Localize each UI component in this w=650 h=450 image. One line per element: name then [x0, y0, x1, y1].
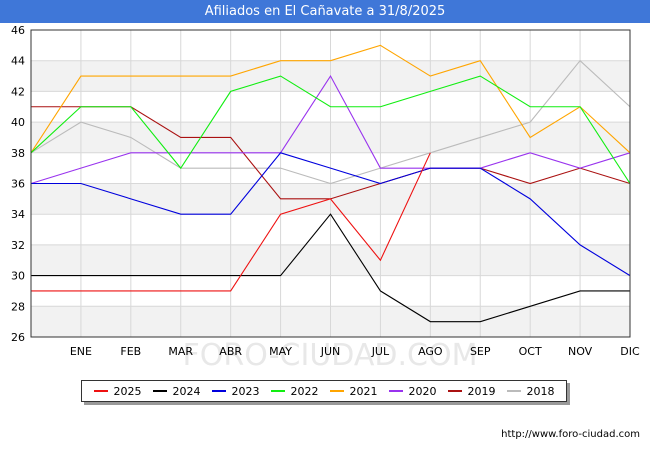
watermark: FORO-CIUDAD.COM — [183, 338, 478, 373]
source-credit: http://www.foro-ciudad.com — [501, 429, 640, 440]
x-tick-label: JUL — [371, 345, 390, 358]
x-tick-label: NOV — [568, 345, 593, 358]
legend-swatch — [93, 390, 108, 392]
legend-label: 2022 — [290, 384, 319, 398]
x-tick-label: DIC — [620, 345, 640, 358]
legend-swatch — [329, 390, 344, 392]
legend-swatch — [270, 390, 285, 392]
y-tick-label: 28 — [11, 300, 25, 313]
series-line-2018 — [30, 59, 631, 185]
legend-item-2019: 2019 — [447, 384, 496, 398]
x-tick-label: OCT — [519, 345, 542, 358]
legend-label: 2018 — [526, 384, 555, 398]
y-tick-label: 42 — [11, 85, 25, 98]
y-tick-label: 36 — [11, 178, 25, 191]
legend-item-2024: 2024 — [152, 384, 201, 398]
legend-swatch — [447, 390, 462, 392]
series-line-2022 — [30, 75, 631, 184]
chart-title: Afiliados en El Cañavate a 31/8/2025 — [0, 0, 650, 23]
y-tick-label: 30 — [11, 270, 25, 283]
series-line-2023 — [31, 152, 631, 277]
x-tick-label: ABR — [219, 345, 242, 358]
x-tick-label: AGO — [418, 345, 443, 358]
legend-swatch — [211, 390, 226, 392]
series-line-2025 — [31, 152, 431, 292]
x-tick-label: JUN — [320, 345, 341, 358]
legend-item-2025: 2025 — [93, 384, 142, 398]
legend-swatch — [506, 390, 521, 392]
y-tick-label: 34 — [11, 208, 25, 221]
y-tick-label: 44 — [11, 55, 25, 68]
y-tick-label: 32 — [11, 239, 25, 252]
series-lines — [30, 44, 631, 323]
legend-item-2023: 2023 — [211, 384, 260, 398]
x-tick-label: SEP — [470, 345, 491, 358]
legend-item-2022: 2022 — [270, 384, 319, 398]
legend-label: 2024 — [172, 384, 201, 398]
y-tick-label: 26 — [11, 331, 25, 344]
legend-label: 2021 — [349, 384, 378, 398]
legend-swatch — [388, 390, 403, 392]
legend-item-2021: 2021 — [329, 384, 378, 398]
series-line-2020 — [30, 74, 631, 185]
legend-item-2020: 2020 — [388, 384, 437, 398]
x-tick-label: FEB — [120, 345, 141, 358]
legend-item-2018: 2018 — [506, 384, 555, 398]
x-axis-labels: ENE FEB MAR ABR MAY JUN JUL AGO SEP OCT NOV DIC — [70, 345, 640, 358]
series-line-2024 — [31, 213, 630, 323]
y-tick-label: 40 — [11, 116, 25, 129]
x-tick-label: ENE — [70, 345, 92, 358]
y-tick-label: 46 — [11, 24, 25, 37]
legend-label: 2023 — [231, 384, 260, 398]
legend-label: 2019 — [467, 384, 496, 398]
legend-label: 2025 — [113, 384, 142, 398]
plot-border — [30, 29, 631, 338]
legend: 2025 2024 2023 2022 2021 2020 2019 2018 — [81, 380, 567, 402]
x-tick-label: MAY — [269, 345, 292, 358]
legend-label: 2020 — [408, 384, 437, 398]
y-tick-label: 38 — [11, 147, 25, 160]
series-line-2021 — [30, 44, 631, 154]
legend-swatch — [152, 390, 167, 392]
y-axis-labels: 26 28 30 32 34 36 38 40 42 44 46 — [11, 24, 25, 344]
x-tick-label: MAR — [168, 345, 193, 358]
